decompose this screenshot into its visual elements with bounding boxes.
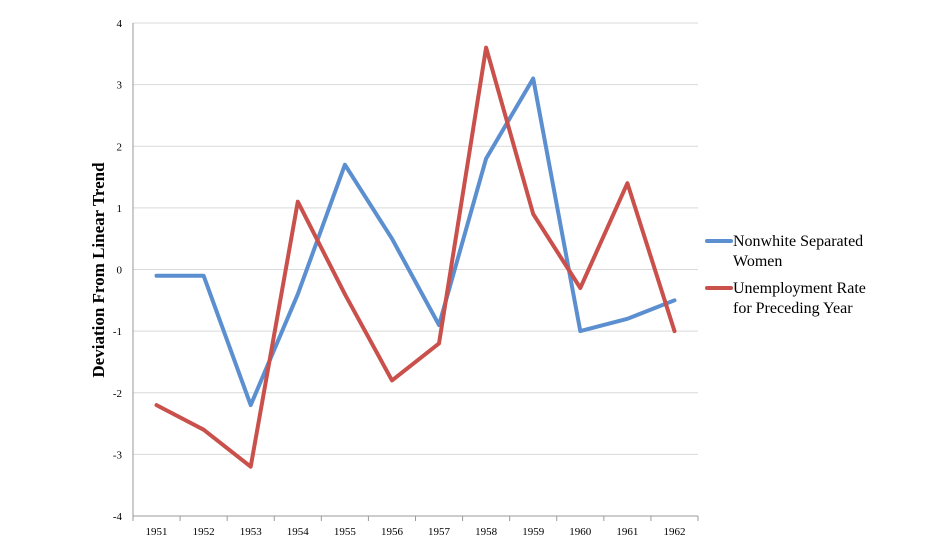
- x-tick-label: 1958: [475, 526, 498, 538]
- legend-label: for Preceding Year: [733, 300, 853, 317]
- x-tick-label: 1951: [146, 526, 168, 538]
- y-tick-label: -2: [113, 388, 122, 400]
- y-tick-label: -3: [113, 449, 123, 461]
- x-tick-label: 1956: [381, 526, 404, 538]
- series-line-1: [154, 76, 677, 408]
- x-tick-label: 1960: [569, 526, 592, 538]
- y-tick-label: 3: [117, 80, 123, 92]
- gridlines: [133, 22, 698, 455]
- x-tick-label: 1957: [428, 526, 451, 538]
- y-tick-label: 2: [117, 141, 123, 153]
- legend-entry-2: Unemployment Rate for Preceding Year: [705, 280, 866, 317]
- y-axis-title: Deviation From Linear Trend: [89, 162, 108, 378]
- x-tick-label: 1954: [287, 526, 310, 538]
- legend-label: Women: [733, 253, 782, 270]
- x-tick-label: 1953: [240, 526, 263, 538]
- x-tick-label: 1952: [193, 526, 215, 538]
- legend: Nonwhite Separated Women Unemployment Rate…: [705, 233, 866, 317]
- y-tick-label: 4: [117, 18, 123, 30]
- legend-label: Nonwhite Separated: [733, 233, 863, 250]
- series-line-2: [154, 45, 677, 469]
- tick-labels: -4 -3 -2 -1 0 1 2 3 4 1951 1952 1953 1954 1955 1956 195…: [113, 18, 686, 538]
- x-tick-label: 1962: [663, 526, 685, 538]
- x-tick-label: 1955: [334, 526, 357, 538]
- legend-entry-1: Nonwhite Separated Women: [705, 233, 863, 270]
- x-tick-label: 1959: [522, 526, 545, 538]
- axes: [132, 23, 699, 521]
- y-tick-label: -1: [113, 326, 122, 338]
- series-lines: [154, 45, 677, 469]
- y-tick-label: 1: [117, 203, 123, 215]
- y-tick-label: -4: [113, 511, 123, 523]
- x-tick-label: 1961: [616, 526, 638, 538]
- legend-label: Unemployment Rate: [733, 280, 866, 297]
- y-tick-label: 0: [117, 265, 123, 277]
